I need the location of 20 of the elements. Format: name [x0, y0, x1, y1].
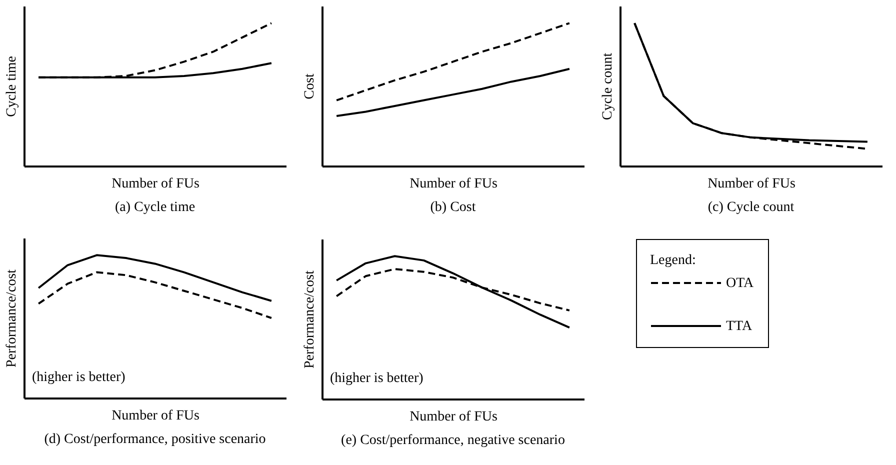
- text: (a) Cycle time: [114, 200, 196, 215]
- annotation: (higher is better): [32, 370, 126, 385]
- text: (d) Cost/performance, positive scenario: [44, 432, 266, 447]
- y-axis-title: Performance/cost: [302, 270, 318, 368]
- x-axis-title: Number of FUs: [410, 176, 498, 192]
- text: (c) Cycle count: [708, 200, 794, 215]
- x-axis-title: Number of FUs: [112, 408, 200, 424]
- annotation: (higher is better): [330, 371, 424, 386]
- legend-label: TTA: [726, 319, 753, 334]
- legend-title: Legend:: [650, 253, 696, 268]
- x-axis-title: Number of FUs: [112, 176, 200, 192]
- text: (b) Cost: [430, 200, 476, 215]
- text: (e) Cost/performance, negative scenario: [341, 433, 565, 448]
- x-axis-title: Number of FUs: [708, 176, 796, 192]
- y-axis-title: Cycle count: [600, 52, 616, 120]
- legend-label: OTA: [726, 276, 755, 291]
- y-axis-title: Cost: [302, 74, 318, 100]
- x-axis-title: Number of FUs: [410, 410, 498, 424]
- y-axis-title: Cycle time: [4, 56, 20, 118]
- y-axis-title: Performance/cost: [4, 269, 20, 368]
